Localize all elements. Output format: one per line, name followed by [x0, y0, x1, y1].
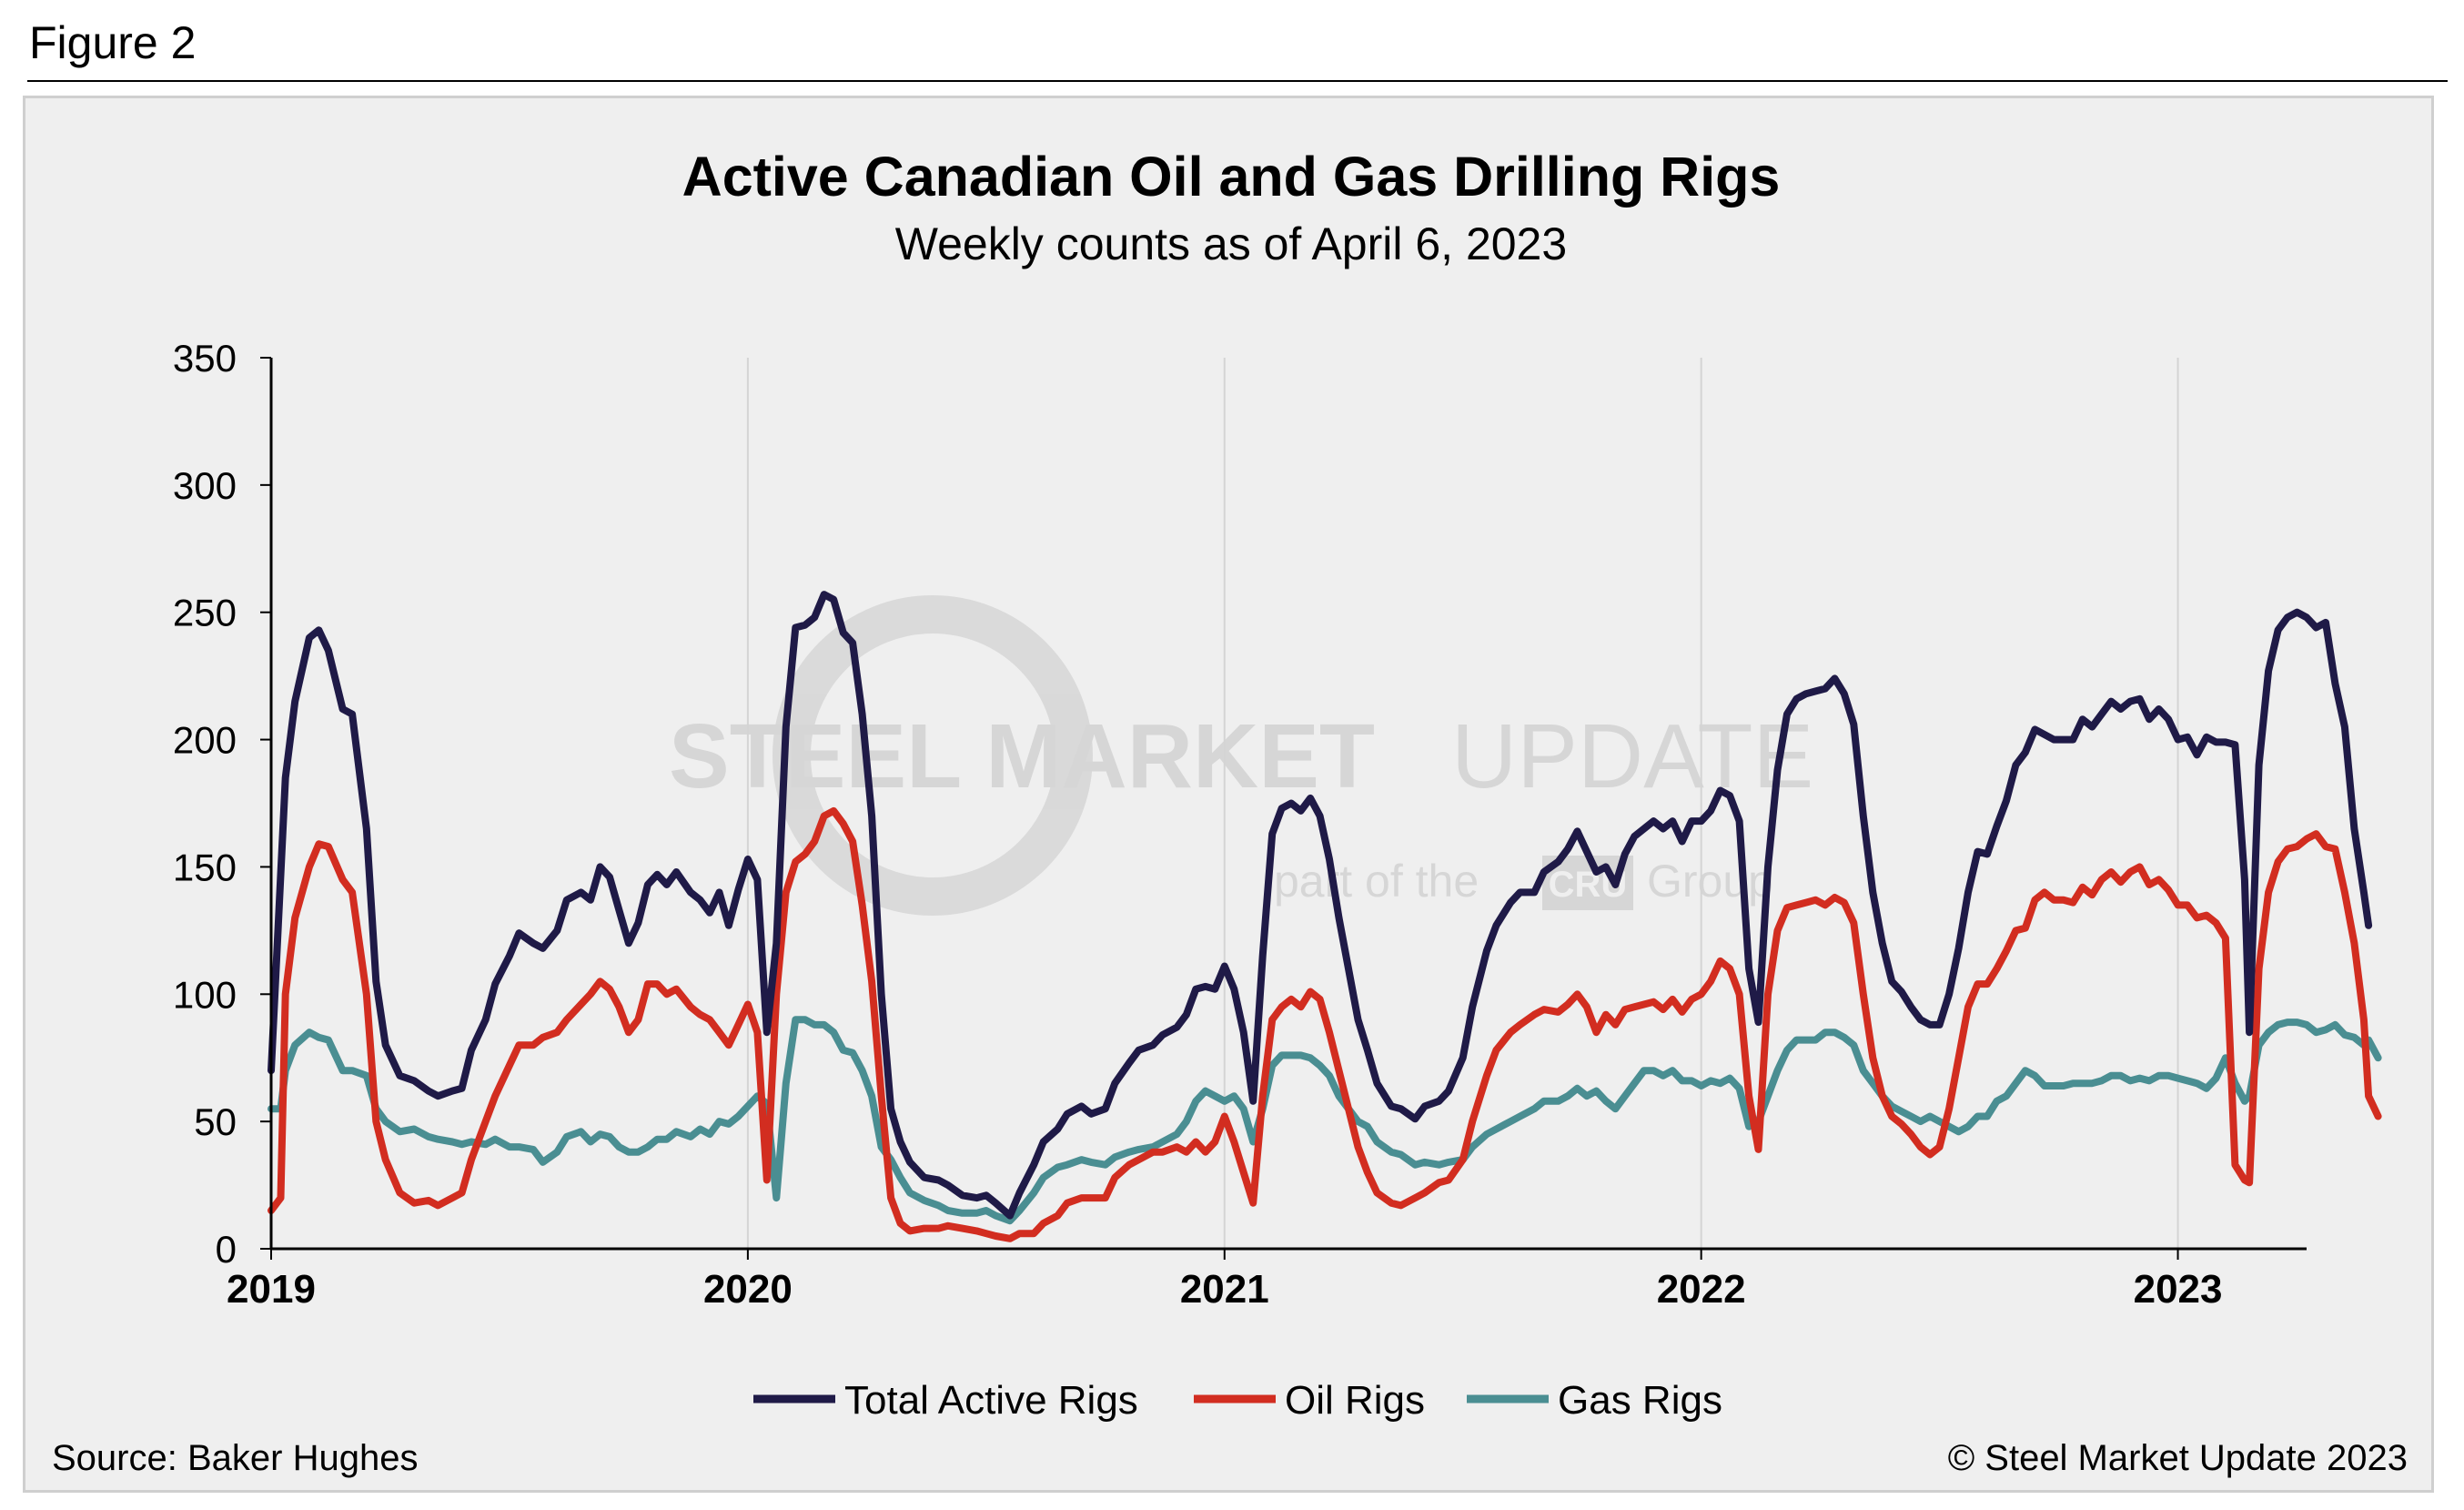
- y-tick-label: 350: [173, 337, 237, 380]
- legend: Total Active Rigs Oil Rigs Gas Rigs: [753, 1378, 1722, 1423]
- watermark-text-light: UPDATE: [1451, 705, 1813, 807]
- chart-panel: [23, 96, 2434, 1493]
- figure-label: Figure 2: [29, 17, 197, 68]
- figure-divider: [27, 80, 2448, 82]
- legend-label-oil: Oil Rigs: [1285, 1378, 1425, 1423]
- watermark-text-bold: STEEL MARKET: [669, 705, 1375, 807]
- chart-subtitle: Weekly counts as of April 6, 2023: [895, 218, 1567, 269]
- y-tick-label: 300: [173, 464, 237, 507]
- copyright-note: © Steel Market Update 2023: [1948, 1438, 2408, 1478]
- watermark-tagline-a: part of the: [1274, 856, 1479, 907]
- source-note: Source: Baker Hughes: [52, 1438, 418, 1478]
- y-tick-label: 150: [173, 846, 237, 888]
- y-tick-label: 250: [173, 592, 237, 634]
- x-tick-label: 2019: [227, 1267, 316, 1312]
- axes: [260, 357, 2307, 1260]
- legend-label-gas: Gas Rigs: [1558, 1378, 1722, 1423]
- y-tick-label: 100: [173, 973, 237, 1016]
- x-tick-label: 2023: [2134, 1267, 2223, 1312]
- watermark-ring: [773, 595, 1093, 916]
- y-tick-label: 200: [173, 719, 237, 762]
- series-line-gas: [268, 1016, 2382, 1225]
- y-tick-label: 50: [194, 1100, 237, 1143]
- x-tick-label: 2021: [1180, 1267, 1269, 1312]
- y-tick-label: 0: [216, 1228, 237, 1271]
- watermark-tagline-b: Group: [1647, 856, 1773, 907]
- watermark: STEEL MARKET UPDATE part of the CRU Grou…: [669, 595, 1813, 916]
- x-tick-label: 2022: [1657, 1267, 1746, 1312]
- legend-label-total: Total Active Rigs: [844, 1378, 1138, 1423]
- x-axis-ticks: 2019 2020 2021 2022 2023: [227, 1267, 2222, 1312]
- series-lines: [268, 591, 2382, 1242]
- y-axis-ticks: 0 50 100 150 200 250 300 350: [173, 337, 237, 1271]
- series-line-oil: [268, 806, 2382, 1242]
- series-line-total: [268, 591, 2373, 1220]
- x-tick-label: 2020: [703, 1267, 793, 1312]
- chart-title: Active Canadian Oil and Gas Drilling Rig…: [682, 146, 1781, 208]
